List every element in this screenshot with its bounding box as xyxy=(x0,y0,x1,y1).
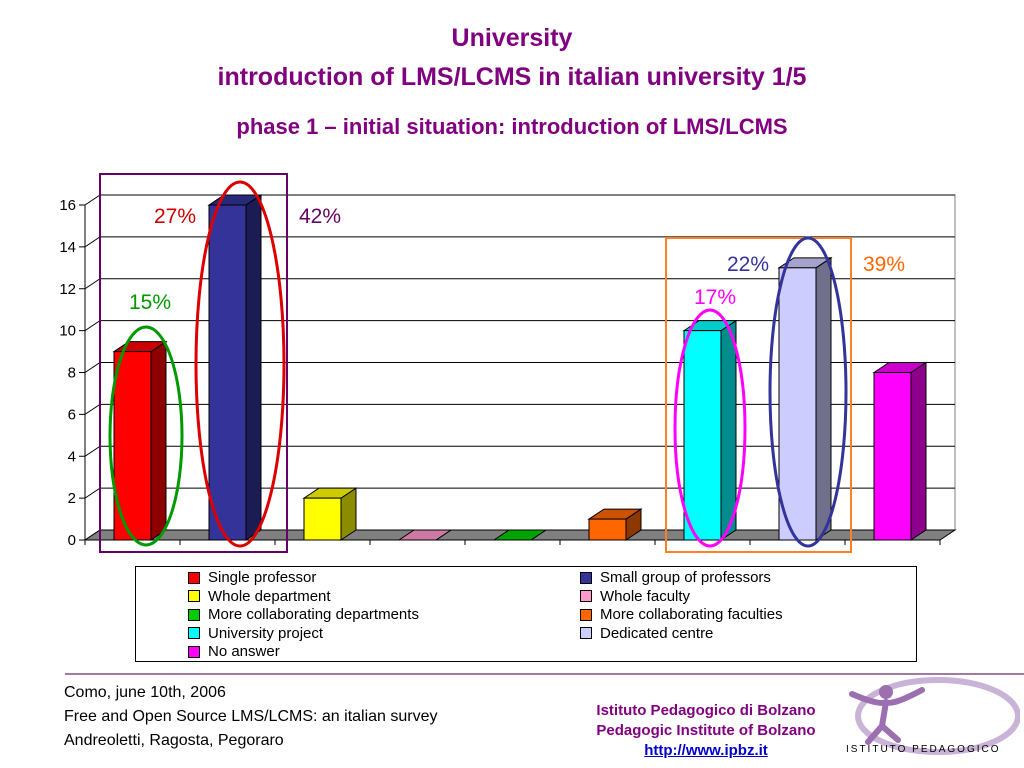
percent-annotation: 22% xyxy=(727,253,769,276)
bar-chart: 0 2 4 6 8 10 12 14 16 27% 42% 15% 22% 39% 17% xyxy=(59,173,957,553)
bar-whole-faculty xyxy=(397,529,453,541)
legend-item: Single professor xyxy=(188,569,316,586)
legend-item: Whole department xyxy=(188,588,331,605)
legend-item: More collaborating faculties xyxy=(580,606,783,623)
highlight-ellipse-dedicated-centre xyxy=(768,236,848,548)
legend-swatch xyxy=(580,608,592,621)
highlight-box-left xyxy=(99,173,288,553)
legend-label: Single professor xyxy=(208,569,317,586)
phase-heading: phase 1 – initial situation: introductio… xyxy=(236,114,788,139)
y-tick-label: 6 xyxy=(68,406,76,423)
percent-annotation: 39% xyxy=(863,253,905,276)
slide-title: University xyxy=(451,24,573,52)
gridline-depth xyxy=(84,403,101,415)
percent-annotation: 17% xyxy=(694,286,736,309)
legend-label: University project xyxy=(208,624,324,642)
legend-swatch xyxy=(580,590,592,602)
y-tick-label: 16 xyxy=(59,197,76,214)
footer-divider xyxy=(65,673,1024,675)
y-tick-label: 2 xyxy=(68,490,76,507)
highlight-box-right xyxy=(665,237,852,553)
bar-dedicated-centre xyxy=(777,256,833,541)
footer-authors: Andreoletti, Ragosta, Pegoraro xyxy=(64,732,284,749)
bar-more-collaborating-faculties xyxy=(587,508,643,541)
gridline-depth xyxy=(84,194,101,206)
bar-more-collaborating-departments xyxy=(492,529,548,541)
legend-label: No answer xyxy=(208,643,280,660)
y-tick-label: 8 xyxy=(68,365,76,382)
bar-no-answer xyxy=(872,361,928,541)
gridline-depth xyxy=(84,236,101,248)
legend-swatch xyxy=(188,627,200,639)
institute-link[interactable]: http://www.ipbz.it xyxy=(644,742,768,759)
logo-wordmark: ISTITUTO PEDAGOGICO xyxy=(846,744,1001,755)
legend-swatch xyxy=(188,571,200,584)
legend-swatch xyxy=(188,608,200,621)
legend-label: More collaborating departments xyxy=(208,606,419,623)
highlight-ellipse-small-group xyxy=(194,180,286,548)
legend-label: More collaborating faculties xyxy=(600,606,783,623)
y-tick-label: 10 xyxy=(59,323,76,340)
y-tick-label: 4 xyxy=(68,448,76,465)
legend-item: Dedicated centre xyxy=(580,625,713,642)
gridline-depth xyxy=(84,320,101,332)
legend-item: Small group of professors xyxy=(580,569,771,586)
legend-swatch xyxy=(188,590,200,602)
legend-swatch xyxy=(188,645,200,658)
gridline-depth xyxy=(84,278,101,290)
legend-item: More collaborating departments xyxy=(188,606,419,623)
legend-label: Dedicated centre xyxy=(600,624,714,642)
y-tick-label: 12 xyxy=(59,281,76,298)
slide-subtitle: introduction of LMS/LCMS in italian univ… xyxy=(217,63,807,91)
y-tick-label: 14 xyxy=(59,239,76,256)
highlight-ellipse-single-professor xyxy=(108,325,184,547)
institute-name-it: Istituto Pedagogico di Bolzano xyxy=(596,702,816,719)
footer-date: Como, june 10th, 2006 xyxy=(64,684,226,701)
chart-legend: Single professor Small group of professor… xyxy=(135,566,917,662)
legend-label: Small group of professors xyxy=(600,569,771,586)
gridline-depth xyxy=(84,445,101,457)
legend-swatch xyxy=(580,627,592,639)
bar-whole-department xyxy=(302,487,358,541)
legend-item: No answer xyxy=(188,643,280,660)
gridline-depth xyxy=(84,362,101,373)
legend-item: Whole faculty xyxy=(580,588,690,605)
percent-annotation: 15% xyxy=(129,291,171,314)
percent-annotation: 27% xyxy=(154,205,196,228)
percent-annotation: 42% xyxy=(299,205,341,228)
legend-label: Whole faculty xyxy=(600,587,691,605)
legend-label: Whole department xyxy=(208,587,331,605)
footer-event: Free and Open Source LMS/LCMS: an italia… xyxy=(64,708,438,725)
institute-name-en: Pedagogic Institute of Bolzano xyxy=(596,722,816,739)
legend-item: University project xyxy=(188,625,323,642)
gridline-depth xyxy=(84,487,101,499)
legend-swatch xyxy=(580,571,592,584)
highlight-ellipse-university-project xyxy=(673,308,747,548)
bar-university-project xyxy=(682,319,738,541)
institute-logo-icon xyxy=(849,677,1020,755)
bar-single-professor xyxy=(112,340,168,541)
y-tick-label: 0 xyxy=(68,532,76,549)
bar-small-group-of-professors xyxy=(207,194,263,541)
